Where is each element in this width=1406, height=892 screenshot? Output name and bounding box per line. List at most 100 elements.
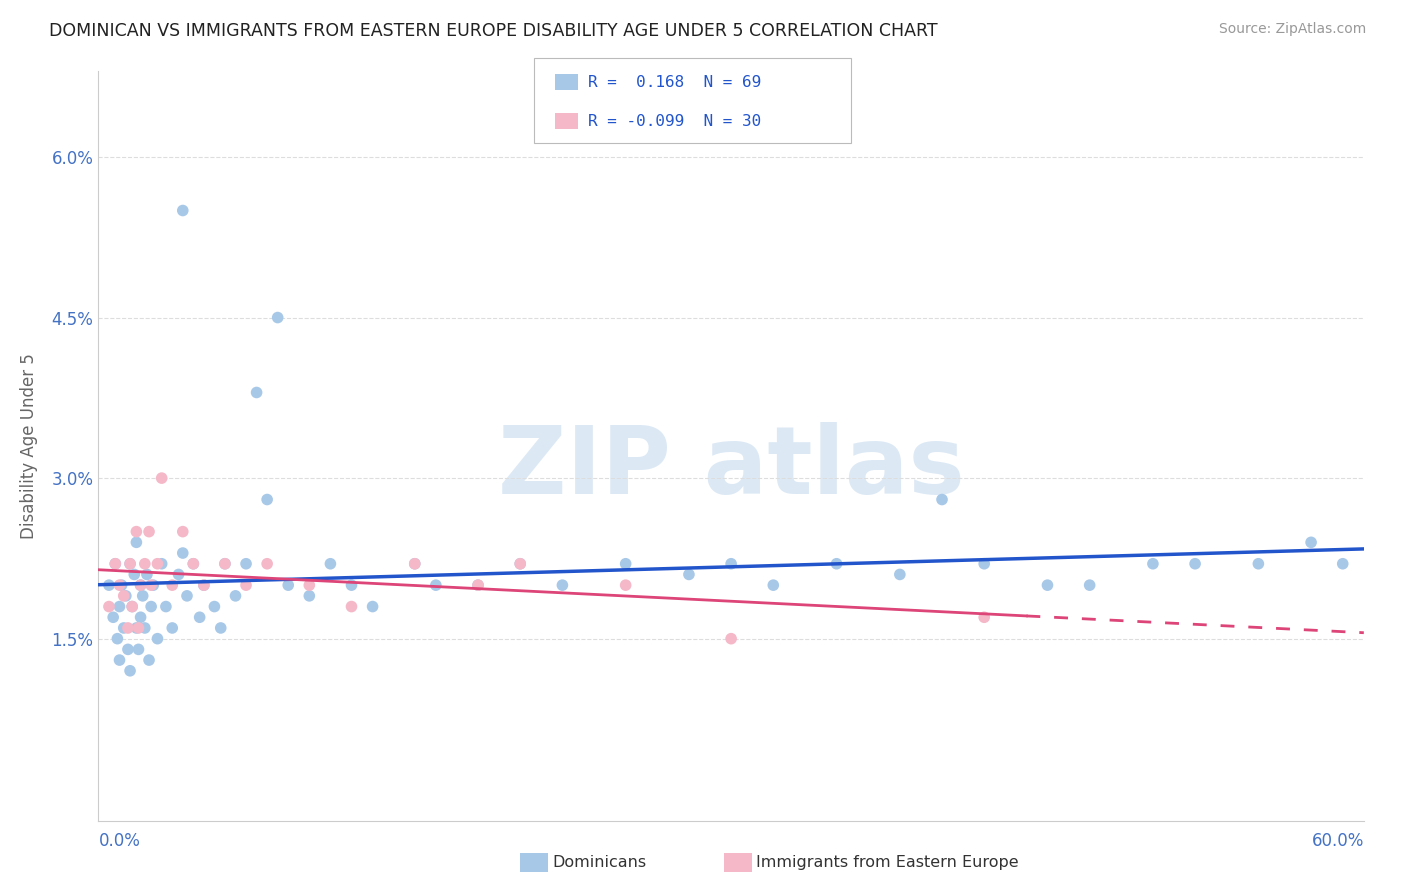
Point [124,567,146,582]
Text: 60.0%: 60.0% [1312,832,1364,850]
Text: ZIP atlas: ZIP atlas [498,423,965,515]
Point [155,599,177,614]
Text: Immigrants from Eastern Europe: Immigrants from Eastern Europe [756,855,1019,870]
Point [172,524,194,539]
Point [129,610,152,624]
Point [134,557,156,571]
Point [404,557,426,571]
Point [146,557,169,571]
Point [931,492,953,507]
Point [209,621,232,635]
Point [404,557,426,571]
Point [467,578,489,592]
Point [121,599,143,614]
Point [125,621,148,635]
Point [1301,535,1323,549]
Point [108,578,131,592]
Point [141,599,163,614]
Point [115,589,138,603]
Point [825,557,848,571]
Point [141,578,163,592]
Point [128,621,150,635]
Point [235,578,257,592]
Point [112,621,135,635]
Point [614,557,637,571]
Text: 0.0%: 0.0% [98,832,141,850]
Point [117,621,139,635]
Point [425,578,447,592]
Point [125,524,148,539]
Point [720,632,742,646]
Point [1184,557,1206,571]
Point [193,578,215,592]
Text: Dominicans: Dominicans [553,855,647,870]
Point [225,589,247,603]
Point [98,599,121,614]
Point [614,578,637,592]
Point [107,632,129,646]
Point [235,557,257,571]
Point [150,471,173,485]
Point [214,557,236,571]
Point [112,589,135,603]
Point [1036,578,1059,592]
Point [150,557,173,571]
Point [246,385,269,400]
Point [172,546,194,560]
Point [193,578,215,592]
Point [125,535,148,549]
Text: R = -0.099  N = 30: R = -0.099 N = 30 [588,114,761,128]
Point [183,557,205,571]
Point [1142,557,1164,571]
Point [467,578,489,592]
Point [204,599,226,614]
Point [134,621,156,635]
Point [172,203,194,218]
Point [973,610,995,624]
Point [142,578,165,592]
Point [167,567,190,582]
Point [678,567,700,582]
Point [889,567,911,582]
Point [762,578,785,592]
Point [319,557,342,571]
Point [128,642,150,657]
Point [162,578,183,592]
Point [973,557,995,571]
Point [162,621,183,635]
Point [256,557,278,571]
Point [214,557,236,571]
Y-axis label: Disability Age Under 5: Disability Age Under 5 [20,353,38,539]
Point [138,653,160,667]
Point [298,578,321,592]
Point [361,599,384,614]
Point [104,557,127,571]
Point [129,578,152,592]
Point [117,642,139,657]
Point [120,664,141,678]
Point [108,599,131,614]
Point [132,589,155,603]
Point [188,610,211,624]
Point [183,557,205,571]
Point [720,557,742,571]
Point [1078,578,1101,592]
Point [1331,557,1354,571]
Point [111,578,132,592]
Point [121,599,143,614]
Point [267,310,290,325]
Text: DOMINICAN VS IMMIGRANTS FROM EASTERN EUROPE DISABILITY AGE UNDER 5 CORRELATION C: DOMINICAN VS IMMIGRANTS FROM EASTERN EUR… [49,22,938,40]
Point [104,557,127,571]
Point [256,492,278,507]
Point [120,557,141,571]
Point [129,578,152,592]
Text: Source: ZipAtlas.com: Source: ZipAtlas.com [1219,22,1367,37]
Point [108,653,131,667]
Text: R =  0.168  N = 69: R = 0.168 N = 69 [588,75,761,89]
Point [146,632,169,646]
Point [551,578,574,592]
Point [136,567,159,582]
Point [120,557,141,571]
Point [340,578,363,592]
Point [340,599,363,614]
